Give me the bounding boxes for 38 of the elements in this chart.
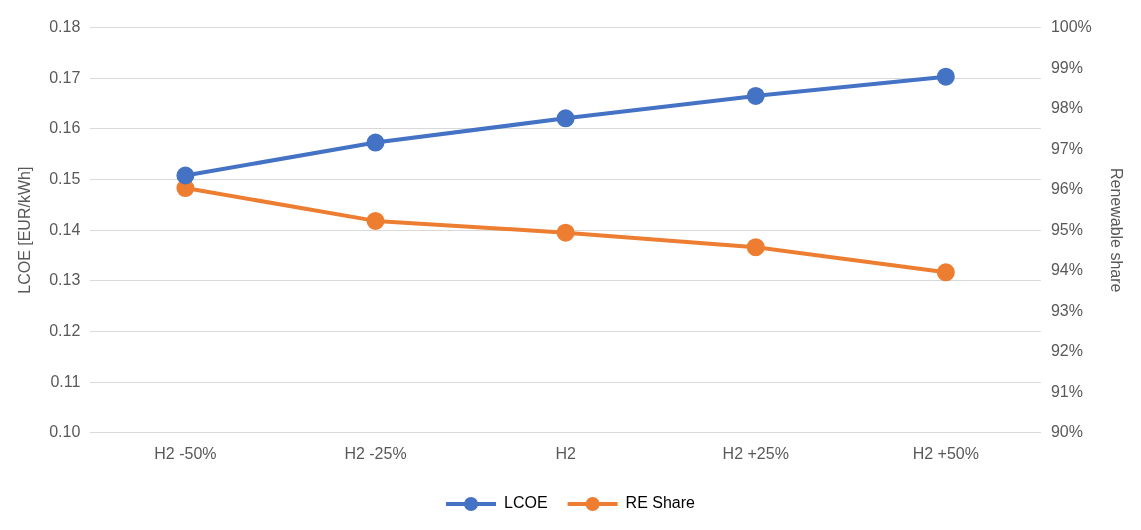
y2-tick-label: 90% bbox=[1050, 423, 1083, 441]
y2-tick-label: 98% bbox=[1050, 99, 1083, 117]
y-tick-label: 0.18 bbox=[49, 18, 81, 36]
y-tick-label: 0.10 bbox=[49, 423, 81, 441]
point bbox=[936, 67, 955, 86]
x-tick-label: H2 -50% bbox=[154, 444, 217, 462]
y2-tick-label: 91% bbox=[1050, 382, 1083, 400]
point bbox=[936, 263, 955, 282]
point bbox=[366, 211, 385, 230]
y2-tick-label: 97% bbox=[1050, 139, 1083, 157]
y2-axis-title: Renewable share bbox=[1107, 167, 1125, 293]
x-tick-label: H2 +25% bbox=[722, 444, 789, 462]
y2-tick-label: 94% bbox=[1050, 261, 1083, 279]
y2-tick-label: 100% bbox=[1050, 18, 1092, 36]
y-tick-label: 0.13 bbox=[49, 271, 81, 289]
point bbox=[746, 86, 765, 105]
y-tick-label: 0.14 bbox=[49, 220, 81, 238]
point bbox=[366, 133, 385, 152]
y2-tick-label: 92% bbox=[1050, 342, 1083, 360]
y-tick-label: 0.11 bbox=[50, 372, 81, 390]
y2-tick-label: 95% bbox=[1050, 220, 1083, 238]
y-tick-label: 0.16 bbox=[49, 119, 81, 137]
legend-label: RE Share bbox=[625, 494, 696, 512]
y-tick-label: 0.15 bbox=[49, 169, 81, 187]
y-tick-label: 0.12 bbox=[49, 321, 81, 339]
point bbox=[556, 109, 575, 128]
y2-tick-label: 96% bbox=[1050, 180, 1083, 198]
y-axis-title: LCOE [EUR/kWh] bbox=[16, 166, 34, 294]
point bbox=[176, 166, 195, 185]
y2-tick-label: 99% bbox=[1050, 58, 1083, 76]
y2-tick-label: 93% bbox=[1050, 301, 1083, 319]
x-tick-label: H2 -25% bbox=[344, 444, 407, 462]
y-tick-label: 0.17 bbox=[49, 68, 81, 86]
x-tick-label: H2 +50% bbox=[912, 444, 979, 462]
point bbox=[556, 223, 575, 242]
legend-label: LCOE bbox=[504, 494, 548, 512]
point bbox=[746, 238, 765, 257]
x-tick-label: H2 bbox=[555, 444, 576, 462]
